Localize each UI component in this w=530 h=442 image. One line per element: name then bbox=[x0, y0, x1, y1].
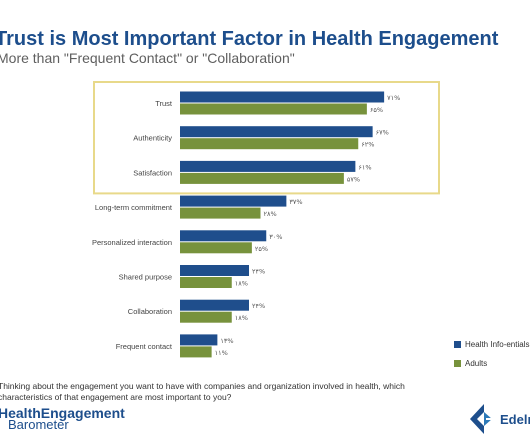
edelman-logo: Edelman bbox=[470, 404, 530, 434]
bar-health-info bbox=[180, 195, 287, 207]
bar-adults bbox=[180, 207, 261, 219]
bar-health-info bbox=[180, 160, 356, 172]
survey-question: Thinking about the engagement you want t… bbox=[0, 381, 405, 402]
category-label: Personalized interaction bbox=[92, 238, 172, 247]
data-label: ۲۴% bbox=[252, 268, 265, 276]
data-label: ۱۱% bbox=[215, 349, 228, 357]
bar-adults bbox=[180, 172, 344, 184]
data-label: ۶۱% bbox=[358, 163, 371, 171]
legend-label-adults: Adults bbox=[465, 359, 488, 368]
bar-adults bbox=[180, 242, 252, 254]
bar-adults bbox=[180, 138, 359, 150]
bar-health-info bbox=[180, 230, 267, 242]
bar-adults bbox=[180, 277, 232, 288]
bar-health-info bbox=[180, 91, 385, 103]
category-label: Collaboration bbox=[128, 307, 172, 316]
highlight-box bbox=[93, 81, 440, 195]
data-label: ۳۰% bbox=[269, 233, 282, 241]
bar-health-info bbox=[180, 299, 249, 311]
category-label: Authenticity bbox=[133, 134, 172, 143]
bar-health-info bbox=[180, 265, 249, 276]
data-label: ۵۷% bbox=[347, 175, 360, 183]
logo-line-2: Barometer bbox=[8, 417, 69, 432]
category-label: Satisfaction bbox=[133, 168, 172, 177]
legend-item-health-info: Health Info-entials bbox=[454, 340, 529, 349]
logo-line-1: HealthEngagement bbox=[0, 405, 125, 421]
data-label: ۲۵% bbox=[255, 245, 268, 253]
bar-adults bbox=[180, 311, 232, 323]
chart-title: Trust is Most Important Factor in Health… bbox=[0, 28, 499, 50]
data-label: ۶۷% bbox=[376, 129, 389, 137]
data-label: ۶۵% bbox=[370, 106, 383, 114]
legend-swatch-health-info bbox=[454, 341, 461, 348]
category-label: Frequent contact bbox=[116, 342, 173, 351]
data-label: ۳۷% bbox=[289, 198, 302, 206]
brand-name: Edelman bbox=[500, 411, 530, 427]
bar-adults bbox=[180, 103, 367, 115]
bar-chart: Trust ۷۱% ۶۵% Authenticity ۶۷%۶۲% Satisfactio… bbox=[92, 81, 440, 358]
data-label: ۱۳% bbox=[220, 337, 233, 345]
bar-health-info bbox=[180, 334, 218, 346]
category-label: Long-term commitment bbox=[95, 203, 173, 212]
legend-item-adults: Adults bbox=[454, 359, 487, 368]
bar-health-info bbox=[180, 126, 373, 138]
legend-label-health-info: Health Info-entials bbox=[465, 340, 530, 349]
data-label: ۲۴% bbox=[252, 302, 265, 310]
category-label: Trust bbox=[155, 99, 173, 108]
data-label: ۱۸% bbox=[235, 314, 248, 322]
legend-swatch-adults bbox=[454, 360, 461, 367]
data-label: ۱۸% bbox=[235, 280, 248, 288]
data-label: ۷۱% bbox=[387, 94, 400, 102]
data-label: ۶۲% bbox=[361, 141, 374, 149]
health-engagement-barometer-logo: HealthEngagement Barometer bbox=[0, 405, 125, 432]
data-label: ۲۸% bbox=[264, 210, 277, 218]
category-label: Shared purpose bbox=[119, 273, 172, 282]
chart-subtitle: More than "Frequent Contact" or "Collabo… bbox=[0, 50, 295, 66]
edelman-mark-icon bbox=[470, 404, 498, 434]
bar-adults bbox=[180, 346, 212, 358]
